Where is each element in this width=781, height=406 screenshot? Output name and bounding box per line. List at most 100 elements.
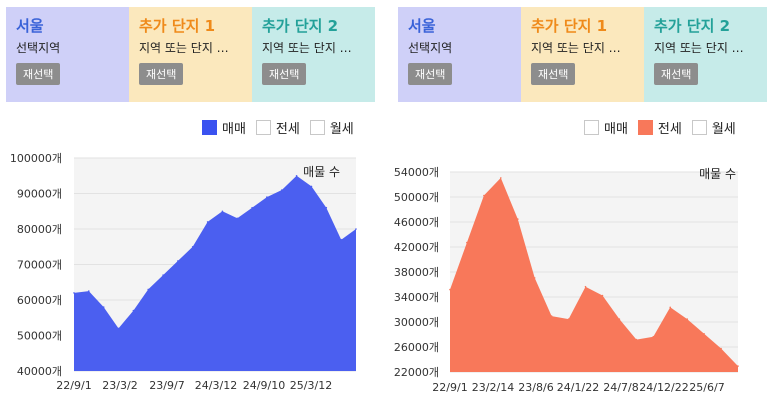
data-point: [652, 335, 655, 338]
complex-1-subtitle: 지역 또는 단지 …: [139, 41, 229, 55]
data-point: [117, 327, 120, 330]
data-point: [483, 194, 485, 197]
x-tick-label: 25/3/12: [290, 379, 332, 392]
chart-title: 매물 수: [303, 165, 340, 179]
y-tick-label: 42000개: [394, 241, 439, 254]
reselect-button[interactable]: 재선택: [16, 63, 61, 85]
x-tick-label: 23/3/2: [102, 379, 137, 392]
data-point: [162, 274, 164, 276]
x-tick-label: 24/7/8: [603, 381, 638, 394]
y-tick-label: 70000개: [17, 259, 62, 272]
data-point: [567, 318, 570, 320]
legend-label: 매매: [604, 122, 628, 137]
listing-count-chart-sale: 100000개 90000개 80000개 70000개 60000개 50000개 400…: [10, 152, 357, 392]
x-tick-label: 25/6/7: [689, 381, 724, 394]
x-tick-label: 24/3/12: [195, 379, 237, 392]
data-point: [669, 306, 671, 309]
x-tick-label: 24/9/10: [243, 379, 285, 392]
data-point: [147, 288, 149, 291]
y-tick-label: 100000개: [10, 152, 62, 165]
y-tick-label: 46000개: [394, 216, 439, 229]
comparison-header: 서울 선택지역 재선택 추가 단지 1 지역 또는 단지 … 재선택 추가 단지…: [6, 7, 375, 102]
data-point: [295, 175, 298, 177]
region-card-seoul[interactable]: 서울 선택지역 재선택: [398, 7, 521, 102]
legend-checkbox[interactable]: [202, 120, 217, 135]
reselect-button[interactable]: 재선택: [262, 63, 307, 85]
x-tick-label: 24/12/22: [639, 381, 688, 394]
legend-item-monthly[interactable]: 월세: [691, 118, 736, 137]
legend-item-monthly[interactable]: 월세: [309, 118, 354, 137]
chart-title: 매물 수: [699, 167, 736, 181]
data-point: [686, 318, 688, 320]
x-tick-label: 23/2/14: [472, 381, 514, 394]
data-point: [102, 306, 105, 308]
y-tick-label: 90000개: [17, 188, 62, 201]
complex-2-title: 추가 단지 2: [654, 17, 731, 35]
y-tick-label: 50000개: [17, 330, 62, 343]
x-tick-label: 24/1/22: [557, 381, 599, 394]
complex-1-title: 추가 단지 1: [531, 17, 608, 35]
area-series-1: [450, 177, 738, 372]
legend-label: 전세: [275, 122, 300, 137]
region-card-seoul[interactable]: 서울 선택지역 재선택: [6, 7, 129, 102]
legend-label: 전세: [657, 122, 682, 137]
complex-1-subtitle: 지역 또는 단지 …: [531, 41, 621, 55]
data-point: [635, 338, 638, 341]
legend-checkbox[interactable]: [584, 120, 599, 135]
data-point: [340, 238, 343, 241]
legend-item-sale[interactable]: 매매: [584, 118, 628, 137]
data-point: [236, 217, 239, 220]
legend-item-jeonse[interactable]: 전세: [255, 118, 300, 137]
data-point: [221, 210, 224, 213]
data-point: [500, 177, 502, 179]
reselect-button[interactable]: 재선택: [408, 63, 453, 85]
legend-checkbox[interactable]: [637, 120, 653, 135]
legend-item-jeonse[interactable]: 전세: [637, 118, 682, 137]
data-point: [618, 318, 621, 320]
data-point: [737, 365, 739, 367]
legend-label: 매매: [222, 122, 246, 137]
legend-checkbox[interactable]: [255, 120, 271, 135]
x-tick-label: 22/9/1: [432, 381, 467, 394]
data-point: [310, 185, 313, 188]
data-point: [177, 260, 179, 262]
y-tick-label: 34000개: [394, 291, 439, 304]
region-subtitle: 선택지역: [408, 41, 453, 55]
data-point: [449, 288, 451, 291]
area-series-0: [74, 175, 356, 371]
data-point: [191, 246, 194, 248]
reselect-button[interactable]: 재선택: [654, 63, 699, 85]
data-point: [206, 221, 209, 223]
reselect-button[interactable]: 재선택: [531, 63, 576, 85]
extra-complex-2-card[interactable]: 추가 단지 2 지역 또는 단지 … 재선택: [644, 7, 767, 102]
data-point: [325, 206, 328, 209]
extra-complex-1-card[interactable]: 추가 단지 1 지역 또는 단지 … 재선택: [129, 7, 252, 102]
region-subtitle: 선택지역: [16, 41, 61, 55]
data-point: [355, 228, 357, 230]
data-point: [281, 189, 283, 191]
complex-2-title: 추가 단지 2: [262, 17, 339, 35]
y-tick-label: 80000개: [17, 223, 62, 236]
region-title: 서울: [408, 17, 436, 35]
data-point: [266, 196, 268, 198]
listing-count-chart-jeonse: 54000개 50000개 46000개 42000개 38000개 34000개 3000…: [394, 166, 739, 394]
data-point: [88, 290, 90, 292]
region-title: 서울: [16, 17, 44, 35]
y-tick-label: 40000개: [17, 365, 62, 378]
reselect-button[interactable]: 재선택: [139, 63, 184, 85]
x-tick-label: 23/9/7: [149, 379, 184, 392]
legend-checkbox[interactable]: [691, 120, 707, 135]
comparison-header: 서울 선택지역 재선택 추가 단지 1 지역 또는 단지 … 재선택 추가 단지…: [398, 7, 767, 102]
chart-legend: 매매 전세 월세: [584, 118, 742, 137]
legend-item-sale[interactable]: 매매: [202, 118, 246, 137]
complex-1-title: 추가 단지 1: [139, 17, 216, 35]
data-point: [601, 294, 604, 297]
y-tick-label: 50000개: [394, 191, 439, 204]
extra-complex-2-card[interactable]: 추가 단지 2 지역 또는 단지 … 재선택: [252, 7, 375, 102]
y-tick-label: 22000개: [394, 366, 439, 379]
extra-complex-1-card[interactable]: 추가 단지 1 지역 또는 단지 … 재선택: [521, 7, 644, 102]
y-tick-label: 30000개: [394, 316, 439, 329]
complex-2-subtitle: 지역 또는 단지 …: [654, 41, 744, 55]
x-tick-label: 22/9/1: [56, 379, 91, 392]
legend-checkbox[interactable]: [309, 120, 325, 135]
